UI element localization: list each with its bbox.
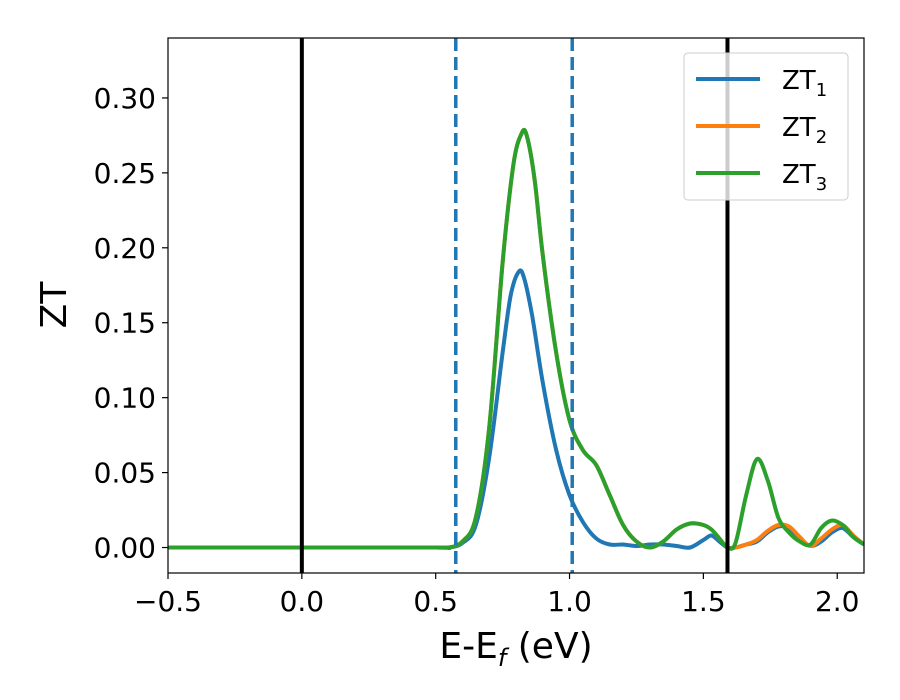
axes-frame xyxy=(167,37,865,574)
y-tick-label: 0.15 xyxy=(94,307,156,340)
y-axis-title: ZT xyxy=(34,281,75,329)
x-axis-title: E-Ef (eV) xyxy=(439,626,592,672)
legend-box xyxy=(683,52,849,201)
x-tick-label: 1.5 xyxy=(681,585,726,618)
y-tick-label: 0.25 xyxy=(94,157,156,190)
plot-area xyxy=(168,38,864,573)
x-tick-label: 0.5 xyxy=(413,585,458,618)
x-tick-label: 2.0 xyxy=(815,585,860,618)
x-axis-title-main: E-E xyxy=(439,626,497,667)
x-tick-label: 1.0 xyxy=(547,585,592,618)
axes: −0.5 0.0 0.5 1.0 1.5 2.0 0.00 0.05 0.10 0.15 0.20 0… xyxy=(94,37,865,618)
legend-label-1: ZT1 xyxy=(782,66,827,101)
x-axis-title-unit: (eV) xyxy=(506,626,592,667)
legend-label-2: ZT2 xyxy=(782,113,827,148)
x-tick-label: −0.5 xyxy=(134,585,202,618)
y-tick-label: 0.20 xyxy=(94,232,156,265)
legend: ZT1 ZT2 ZT3 xyxy=(683,52,849,201)
x-tick-label: 0.0 xyxy=(280,585,325,618)
y-tick-label: 0.10 xyxy=(94,382,156,415)
legend-label-3: ZT3 xyxy=(782,160,827,195)
y-tick-label: 0.00 xyxy=(94,532,156,565)
series-line-1 xyxy=(168,268,864,551)
y-tick-label: 0.30 xyxy=(94,82,156,115)
series-line-3 xyxy=(168,127,864,551)
y-tick-label: 0.05 xyxy=(94,457,156,490)
